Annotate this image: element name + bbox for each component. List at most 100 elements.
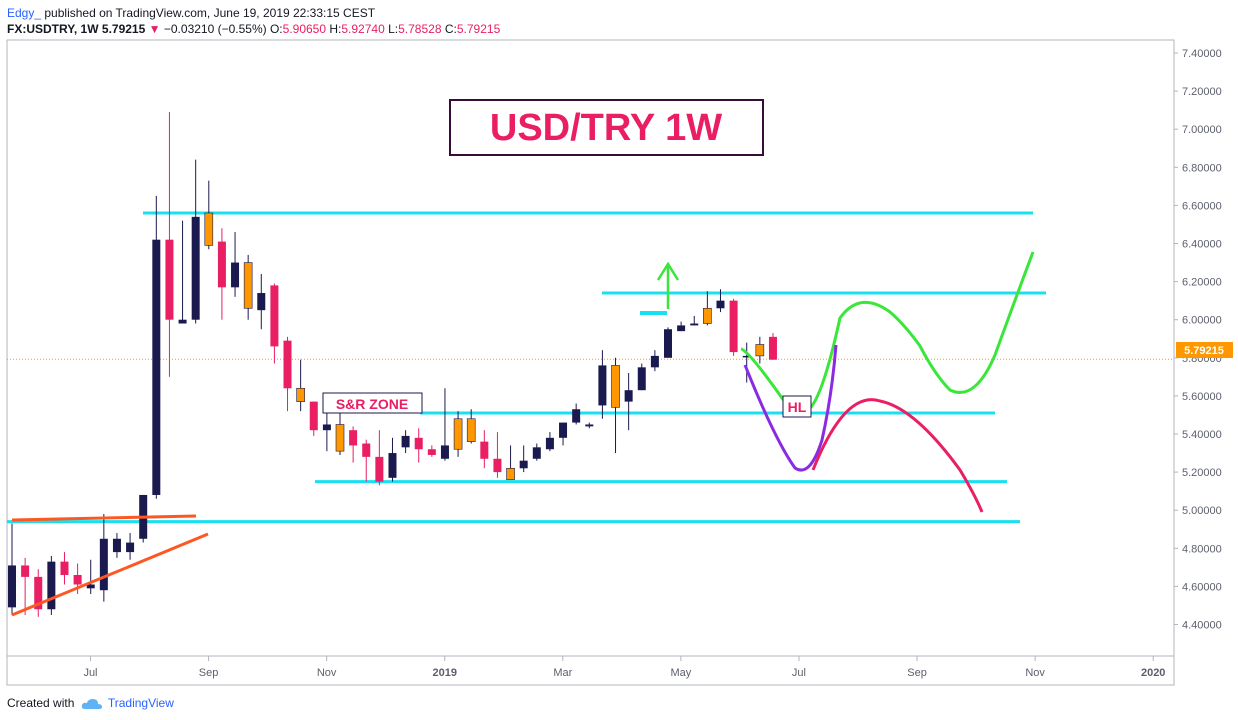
candle [21, 557, 30, 615]
y-tick-label: 7.00000 [1182, 124, 1222, 136]
candle-body [611, 365, 620, 408]
candle [742, 342, 751, 383]
candle [650, 350, 659, 372]
candle [703, 291, 712, 326]
candle [217, 228, 226, 320]
candle [165, 112, 174, 377]
hl-callout: HL [782, 395, 812, 418]
candle-body [755, 344, 765, 357]
sr-zone-label: S&R ZONE [336, 396, 408, 412]
close-label: C: [444, 22, 457, 36]
candle-body [165, 239, 174, 320]
candle [335, 409, 345, 455]
candle-body [112, 538, 121, 553]
open-label: O: [269, 22, 283, 36]
close-value: 5.79215 [456, 22, 501, 36]
y-tick-label: 5.40000 [1182, 429, 1222, 441]
candle [493, 432, 502, 478]
candle [677, 321, 686, 332]
candle-body [414, 437, 423, 450]
candle-body [506, 467, 515, 481]
candle-body [362, 443, 371, 457]
bearish-path [811, 398, 984, 513]
candle-body [532, 447, 541, 459]
change-down-icon: ▼ [148, 22, 161, 36]
y-tick-label: 7.40000 [1182, 48, 1222, 60]
published-text: published on TradingView.com, June 19, 2… [44, 6, 376, 20]
high-label: H: [329, 22, 342, 36]
open-value: 5.90650 [282, 22, 327, 36]
candle [309, 401, 318, 436]
candle [559, 422, 568, 446]
candle [257, 273, 266, 330]
high-value: 5.92740 [341, 22, 385, 36]
y-tick-label: 4.80000 [1182, 543, 1222, 555]
tradingview-brand-link[interactable]: TradingView [107, 696, 174, 710]
candle-body [349, 430, 358, 446]
candle [388, 437, 397, 482]
candle [375, 430, 384, 486]
candle-body [427, 449, 436, 455]
author-link[interactable]: Edgy_ [7, 6, 42, 20]
candle [401, 430, 410, 454]
x-tick-label: 2020 [1141, 667, 1165, 679]
candle-body [650, 355, 659, 368]
candle-body [466, 418, 476, 442]
candle [243, 254, 253, 320]
hl-frame [782, 395, 812, 418]
candle-body [86, 584, 95, 589]
candle [8, 523, 16, 615]
candle [572, 403, 581, 425]
candle-body [243, 262, 253, 309]
price-change: −0.03210 (−0.55%) [163, 22, 267, 36]
y-tick-label: 4.60000 [1182, 581, 1222, 593]
y-tick-label: 6.60000 [1182, 200, 1222, 212]
candle-body [598, 365, 607, 406]
candle-body [21, 565, 30, 577]
candle [729, 298, 738, 356]
candle-body [677, 325, 686, 332]
y-tick-label: 7.20000 [1182, 86, 1222, 98]
candle [191, 159, 200, 324]
candle-body [296, 387, 305, 402]
candle [322, 413, 331, 452]
candle [545, 432, 554, 452]
candle [664, 327, 672, 358]
candle-body [322, 424, 331, 431]
candle [637, 363, 646, 391]
low-value: 5.78528 [398, 22, 442, 36]
y-axis-ticks: 4.40000 4.60000 4.80000 5.00000 5.20000 5.400… [1174, 48, 1222, 632]
candle-body [559, 422, 568, 438]
y-tick-label: 6.80000 [1182, 162, 1222, 174]
candle-body [231, 262, 240, 288]
candle-body [375, 456, 384, 482]
candle [99, 514, 108, 602]
x-tick-label: Sep [199, 667, 219, 679]
candle [453, 411, 463, 457]
candle [690, 315, 699, 326]
created-with-line: Created with TradingView [7, 696, 174, 710]
y-tick-label: 6.00000 [1182, 315, 1222, 327]
x-axis-ticks: Jul Sep Nov 2019 Mar May Jul Sep Nov 2020 [83, 656, 1165, 679]
candle-body [217, 241, 226, 288]
candle [716, 289, 725, 313]
candle [480, 430, 489, 469]
candle-body [637, 367, 646, 391]
candle-body [453, 418, 463, 450]
candle-body [47, 561, 56, 610]
candle-body [440, 445, 449, 459]
price-chart[interactable]: 4.40000 4.60000 4.80000 5.00000 5.20000 5.400… [0, 0, 1238, 688]
candle-body [73, 574, 82, 585]
candle-body [34, 576, 43, 610]
candle-body [388, 453, 397, 478]
chart-title: USD/TRY 1W [490, 107, 722, 149]
candle-body [572, 409, 581, 423]
candle [611, 357, 620, 454]
candle [440, 388, 449, 461]
candle [204, 180, 214, 250]
candle [126, 533, 135, 560]
breakout-arrow [656, 261, 680, 309]
mini-level [640, 311, 667, 315]
y-tick-label: 5.60000 [1182, 391, 1222, 403]
chart-header: Edgy_ published on TradingView.com, June… [0, 0, 1238, 40]
